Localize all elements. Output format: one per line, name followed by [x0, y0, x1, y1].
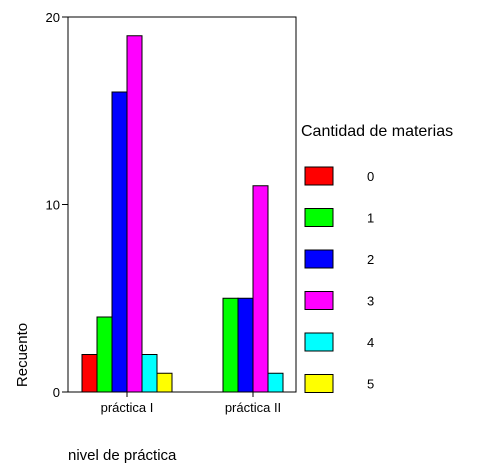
- legend-label-5: 5: [367, 377, 374, 392]
- legend-label-1: 1: [367, 211, 374, 226]
- y-tick-label: 10: [46, 198, 60, 213]
- legend-label-4: 4: [367, 335, 374, 350]
- bar-práctica-I-series-3: [126, 35, 143, 393]
- y-axis-title: Recuento: [14, 323, 31, 387]
- y-tick-label: 0: [53, 385, 60, 400]
- x-tick-label: práctica I: [101, 400, 154, 415]
- legend-swatch-0: [304, 166, 334, 186]
- bar-práctica-II-series-4: [267, 372, 284, 393]
- legend-title: Cantidad de materias: [301, 123, 453, 140]
- bar-práctica-I-series-2: [111, 91, 128, 393]
- bar-práctica-I-series-1: [96, 316, 113, 393]
- bar-práctica-I-series-5: [156, 372, 173, 393]
- legend-swatch-4: [304, 332, 334, 352]
- legend-label-2: 2: [367, 252, 374, 267]
- legend-swatch-5: [304, 374, 334, 393]
- legend: 0 1 2 3 4 5: [304, 166, 374, 393]
- x-axis: práctica I práctica II: [101, 392, 281, 415]
- bars-group: [81, 35, 284, 393]
- legend-swatch-1: [304, 208, 334, 227]
- bar-práctica-II-series-1: [222, 297, 239, 393]
- bar-práctica-I-series-4: [141, 354, 158, 393]
- x-tick-label: práctica II: [225, 400, 281, 415]
- x-axis-title: nivel de práctica: [68, 447, 177, 464]
- bar-práctica-I-series-0: [81, 354, 98, 393]
- bar-práctica-II-series-3: [252, 185, 269, 393]
- legend-label-0: 0: [367, 169, 374, 184]
- legend-swatch-2: [304, 249, 334, 269]
- legend-label-3: 3: [367, 294, 374, 309]
- legend-swatch-3: [304, 291, 334, 310]
- bar-práctica-II-series-2: [237, 297, 254, 393]
- y-tick-label: 20: [46, 10, 60, 25]
- y-axis: 0 10 20: [46, 10, 68, 400]
